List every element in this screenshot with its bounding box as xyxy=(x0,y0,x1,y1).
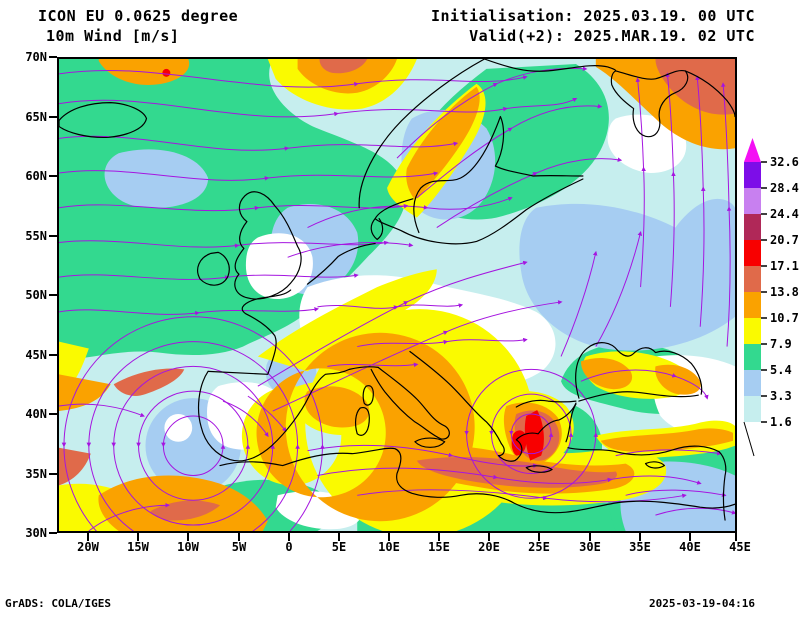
x-axis-tick-label: 0 xyxy=(285,540,293,554)
x-axis-tick xyxy=(388,533,390,541)
x-axis-tick-label: 40E xyxy=(679,540,701,554)
y-axis-tick-label: 35N xyxy=(25,467,47,481)
y-axis-tick xyxy=(49,56,57,58)
x-axis-tick-label: 20E xyxy=(478,540,500,554)
field-title: 10m Wind [m/s] xyxy=(46,27,180,45)
x-axis-tick xyxy=(187,533,189,541)
x-axis-tick xyxy=(488,533,490,541)
x-axis-tick-label: 15W xyxy=(127,540,149,554)
x-axis-tick-label: 5W xyxy=(231,540,247,554)
legend-swatch xyxy=(744,214,761,240)
y-axis-tick-label: 60N xyxy=(25,169,47,183)
legend-arrow-cap xyxy=(744,138,761,162)
x-axis-tick xyxy=(338,533,340,541)
x-axis-tick xyxy=(538,533,540,541)
legend-swatch xyxy=(744,370,761,396)
legend-label: 10.7 xyxy=(770,311,799,325)
x-axis-tick xyxy=(438,533,440,541)
legend-label: 13.8 xyxy=(770,285,799,299)
legend-swatch xyxy=(744,292,761,318)
footer-generator: GrADS: COLA/IGES xyxy=(5,597,111,610)
x-axis-tick-label: 15E xyxy=(428,540,450,554)
legend-boundary-ticks xyxy=(761,161,767,423)
coastlines xyxy=(59,59,735,521)
x-axis-tick-label: 5E xyxy=(331,540,347,554)
x-axis-tick-label: 45E xyxy=(729,540,751,554)
legend: 32.6 28.4 24.4 20.7 17.1 13.8 10.7 7.9 5… xyxy=(743,138,799,457)
legend-swatch xyxy=(744,188,761,214)
model-title: ICON EU 0.0625 degree xyxy=(38,7,239,25)
x-axis-tick-label: 10E xyxy=(378,540,400,554)
x-axis-tick-label: 35E xyxy=(629,540,651,554)
y-axis-tick-label: 40N xyxy=(25,407,47,421)
x-axis-tick xyxy=(137,533,139,541)
y-axis-tick xyxy=(49,473,57,475)
valid-time: Valid(+2): 2025.MAR.19. 02 UTC xyxy=(469,27,755,45)
legend-label: 20.7 xyxy=(770,233,799,247)
legend-swatch xyxy=(744,396,761,422)
y-axis-tick-label: 50N xyxy=(25,288,47,302)
x-axis-tick xyxy=(288,533,290,541)
y-axis-tick xyxy=(49,532,57,534)
x-axis-tick-label: 20W xyxy=(77,540,99,554)
y-axis-tick xyxy=(49,235,57,237)
legend-label: 5.4 xyxy=(770,363,792,377)
x-axis-tick xyxy=(735,533,737,541)
y-axis-tick-label: 55N xyxy=(25,229,47,243)
legend-label: 3.3 xyxy=(770,389,792,403)
x-axis-tick xyxy=(639,533,641,541)
x-axis-tick-label: 10W xyxy=(177,540,199,554)
y-axis-tick xyxy=(49,116,57,118)
y-axis-tick-label: 70N xyxy=(25,50,47,64)
x-axis-tick xyxy=(87,533,89,541)
y-axis-tick xyxy=(49,175,57,177)
legend-swatch xyxy=(744,318,761,344)
x-axis-tick-label: 30E xyxy=(579,540,601,554)
y-axis-tick-label: 30N xyxy=(25,526,47,540)
init-time: Initialisation: 2025.03.19. 00 UTC xyxy=(430,7,755,25)
y-axis-tick xyxy=(49,294,57,296)
y-axis-tick xyxy=(49,354,57,356)
legend-label: 32.6 xyxy=(770,155,799,169)
legend-swatch xyxy=(744,162,761,188)
legend-label: 28.4 xyxy=(770,181,799,195)
legend-swatch xyxy=(744,240,761,266)
y-axis-tick-label: 45N xyxy=(25,348,47,362)
y-axis-tick xyxy=(49,413,57,415)
legend-swatch xyxy=(744,266,761,292)
x-axis-tick xyxy=(589,533,591,541)
wind-speed-field xyxy=(59,59,735,531)
legend-below-min-pointer xyxy=(743,421,755,457)
x-axis-tick-label: 25E xyxy=(528,540,550,554)
y-axis-tick-label: 65N xyxy=(25,110,47,124)
legend-swatch xyxy=(744,344,761,370)
wind-map xyxy=(57,57,737,533)
footer-timestamp: 2025-03-19-04:16 xyxy=(649,597,755,610)
x-axis-tick xyxy=(238,533,240,541)
legend-label: 24.4 xyxy=(770,207,799,221)
legend-label: 1.6 xyxy=(770,415,792,429)
legend-label: 7.9 xyxy=(770,337,792,351)
x-axis-tick xyxy=(689,533,691,541)
legend-label: 17.1 xyxy=(770,259,799,273)
